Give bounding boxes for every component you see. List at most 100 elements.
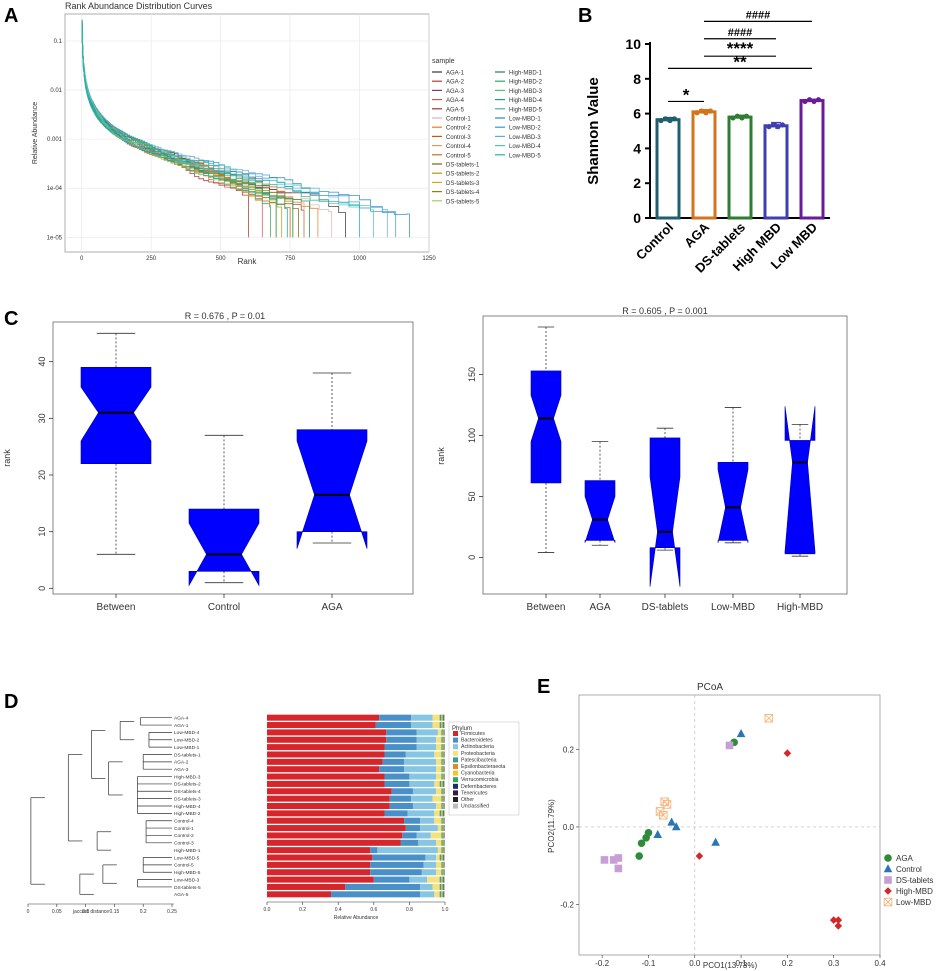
rank-x-tick-label: 750 xyxy=(285,256,296,262)
stacked-segment-Cyanobacteria xyxy=(441,854,443,861)
rank-y-tick-label: 1e-04 xyxy=(47,186,63,192)
phylum-legend-swatch xyxy=(453,777,458,783)
rank-legend-label: High-MBD-5 xyxy=(509,107,543,113)
sample-label: DS-tablets-5 xyxy=(174,885,201,891)
panel-label-b: B xyxy=(578,5,592,27)
stacked-segment-Proteobacteria xyxy=(437,825,442,832)
rank-legend-label: AGA-2 xyxy=(446,80,465,86)
rank-x-tick-label: 1000 xyxy=(353,256,367,262)
stacked-segment-Proteobacteria xyxy=(427,876,440,883)
stacked-segment-Verrucomicrobia xyxy=(442,714,444,721)
stacked-segment-Cyanobacteria xyxy=(442,736,444,743)
stacked-segment-Proteobacteria xyxy=(434,751,442,758)
stacked-segment-Patescibacteria xyxy=(441,766,443,773)
pcoa-ylabel: PCO2(11.79%) xyxy=(547,799,556,853)
pcoa-point-AGA xyxy=(635,852,643,860)
stacked-segment-Actinobacteria xyxy=(409,773,437,780)
sample-label: High-MBD-4 xyxy=(174,804,201,810)
stacked-segment-Verrucomicrobia xyxy=(443,847,444,854)
pcoa-point-Low-MBD xyxy=(764,714,774,723)
stacked-segment-Verrucomicrobia xyxy=(443,766,444,773)
pcoa-point-DS-tablets xyxy=(609,856,618,864)
pcoa-scatter-chart: PCoA PCO1(13.73%) PCO2(11.79%) -0.2 -0.1 0… xyxy=(547,682,933,970)
pcoa-y-tick-label: 0.0 xyxy=(563,823,575,832)
stacked-segment-Unclassified xyxy=(444,810,445,817)
shannon-bar-Low MBD xyxy=(799,99,825,220)
stacked-segment-Firmicutes xyxy=(267,817,405,824)
stacked-segment-Proteobacteria xyxy=(436,773,442,780)
rank-legend-label: AGA-1 xyxy=(446,71,465,77)
stacked-segment-Patescibacteria xyxy=(441,773,443,780)
box-Between xyxy=(80,366,152,465)
phylum-legend-label: Patescibacteria xyxy=(461,757,497,763)
stacked-segment-Verrucomicrobia xyxy=(442,810,444,817)
pcoa-point-DS-tablets xyxy=(614,854,623,862)
stacked-segment-Unclassified xyxy=(444,883,445,890)
stacked-segment-Verrucomicrobia xyxy=(443,795,444,802)
shannon-point xyxy=(775,124,781,130)
box-y-tick-label: 30 xyxy=(37,413,47,423)
stacked-segment-Firmicutes xyxy=(267,714,380,721)
stacked-segment-Bacteroidetes xyxy=(384,810,408,817)
pcoa-point-Low-MBD-cross xyxy=(764,714,773,723)
stacked-segment-Actinobacteria xyxy=(405,751,435,758)
shannon-point xyxy=(734,113,741,119)
pcoa-point-Control xyxy=(736,729,746,738)
stacked-segment-Cyanobacteria xyxy=(441,876,443,883)
stacked-segment-Epsilonbacteraeota xyxy=(441,722,442,729)
sample-label: Low-MBD-4 xyxy=(174,730,200,736)
stacked-segment-Verrucomicrobia xyxy=(443,729,444,736)
phylum-legend-label: Epsilonbacteraeota xyxy=(461,764,506,770)
rank-abundance-xlabel: Rank xyxy=(238,257,258,266)
stacked-segment-Verrucomicrobia xyxy=(443,751,444,758)
stacked-segment-Firmicutes xyxy=(267,869,371,876)
sample-label: DS-tablets-3 xyxy=(174,796,201,802)
pcoa-point-Low-MBD xyxy=(662,800,672,809)
phylum-legend-label: Verrucomicrobia xyxy=(461,777,499,783)
rank-legend-label: Low-MBD-2 xyxy=(509,126,541,132)
stacked-segment-Unclassified xyxy=(444,876,445,883)
stacked-segment-Proteobacteria xyxy=(436,839,442,846)
stacked-segment-Bacteroidetes xyxy=(370,861,424,868)
stacked-segment-Verrucomicrobia xyxy=(442,876,444,883)
sample-label: Low-MBD-3 xyxy=(174,877,200,883)
shannon-point xyxy=(815,97,822,103)
rank-legend-label: DS-tablets-1 xyxy=(446,163,480,169)
stacked-segment-Patescibacteria xyxy=(441,751,443,758)
pcoa-point-Low-MBD xyxy=(659,811,668,820)
phylum-legend-box xyxy=(448,721,520,816)
shannon-bar-Control xyxy=(655,118,681,220)
stacked-segment-Firmicutes xyxy=(267,861,371,868)
box-category-label: High-MBD xyxy=(777,602,823,613)
stacked-segment-Actinobacteria xyxy=(409,876,428,883)
significance-label: **** xyxy=(727,39,754,58)
stacked-segment-Firmicutes xyxy=(267,876,374,883)
stacked-segment-Proteobacteria xyxy=(434,817,442,824)
pcoa-point-Low-MBD xyxy=(660,797,669,806)
bar-tick-label: 0.6 xyxy=(370,907,377,913)
stacked-segment-Cyanobacteria xyxy=(442,788,444,795)
stacked-segment-Bacteroidetes xyxy=(386,736,417,743)
stacked-segment-Bacteroidetes xyxy=(379,766,405,773)
shannon-point xyxy=(671,116,678,122)
stacked-segment-Patescibacteria xyxy=(439,714,442,721)
stacked-segment-Firmicutes xyxy=(267,802,390,810)
rank-legend-label: DS-tablets-4 xyxy=(446,190,480,196)
dendro-tick-label: 0.2 xyxy=(140,909,147,915)
stacked-segment-Verrucomicrobia xyxy=(443,773,444,780)
stacked-segment-Firmicutes xyxy=(267,780,385,787)
stacked-segment-Cyanobacteria xyxy=(442,744,444,751)
bar-tick-label: 1.0 xyxy=(442,907,449,913)
stacked-segment-Proteobacteria xyxy=(434,810,440,817)
phylum-legend-label: Actinobacteria xyxy=(461,744,494,750)
stacked-segment-Bacteroidetes xyxy=(372,854,426,861)
pcoa-x-tick-label: -0.1 xyxy=(642,959,656,968)
rank-abundance-legend-title: sample xyxy=(432,58,455,65)
stacked-segment-Bacteroidetes xyxy=(384,751,406,758)
box-category-label: Control xyxy=(208,602,240,613)
sample-label: Low-MBD-2 xyxy=(174,738,200,744)
phylum-legend-swatch xyxy=(453,790,458,796)
stacked-segment-Epsilonbacteraeota xyxy=(441,891,442,898)
rank-legend-label: AGA-5 xyxy=(446,107,465,113)
pcoa-legend-marker-cross xyxy=(883,897,893,907)
